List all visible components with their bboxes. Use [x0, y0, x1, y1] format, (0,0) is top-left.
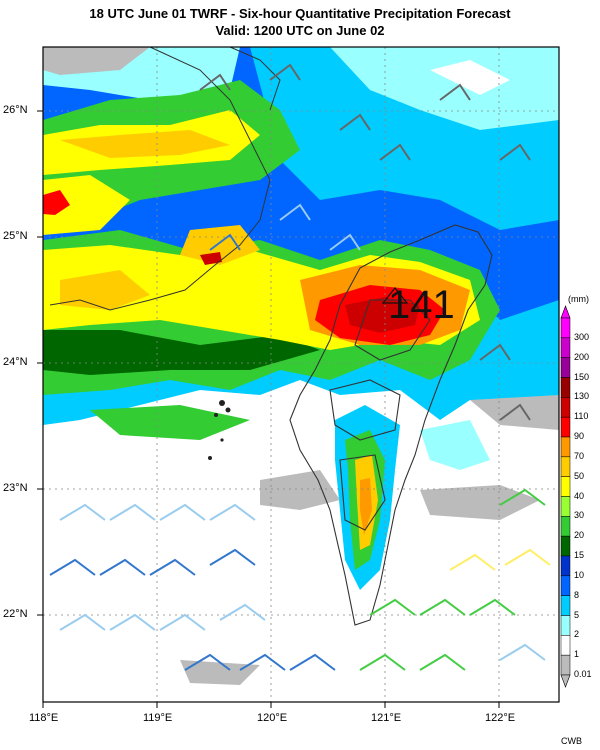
legend-swatch	[560, 516, 571, 537]
legend-swatch	[560, 416, 571, 438]
lon-tick-label: 120°E	[257, 712, 288, 724]
legend-unit: (mm)	[568, 294, 589, 304]
lon-tick-label: 122°E	[485, 712, 516, 724]
legend-level-label: 2	[574, 629, 580, 640]
lat-tick-label: 22°N	[3, 608, 28, 620]
coastline-china	[49, 46, 281, 311]
lat-tick-label: 23°N	[3, 482, 28, 494]
legend-swatch	[560, 456, 571, 477]
legend-swatch	[560, 555, 571, 577]
legend-arrow-bottom	[560, 674, 571, 688]
legend-level-label: 150	[574, 371, 590, 382]
legend-swatch	[560, 436, 571, 458]
legend-swatch	[560, 357, 571, 378]
max-marker-icon	[381, 287, 409, 304]
map-border	[42, 46, 560, 703]
legend-swatch	[560, 317, 571, 339]
legend-level-label: 70	[574, 450, 585, 461]
lat-tick-label: 25°N	[3, 230, 28, 242]
legend-level-label: 200	[574, 351, 590, 362]
penghu-islands	[208, 400, 231, 460]
legend-level-label: 40	[574, 490, 585, 501]
credit-label: CWB	[561, 736, 582, 746]
legend-swatch	[560, 575, 571, 596]
legend-swatch	[560, 535, 571, 557]
lon-tick-label: 119°E	[143, 712, 173, 724]
legend-arrow-top	[560, 305, 571, 319]
legend-level-label: 0.01	[574, 669, 592, 679]
wind-barbs	[49, 63, 551, 671]
legend-swatch	[560, 635, 571, 656]
chart-subtitle: Valid: 1200 UTC on June 02	[215, 23, 385, 38]
legend-swatch	[560, 496, 571, 517]
precipitation-field	[43, 47, 559, 702]
legend-swatch	[560, 397, 571, 418]
legend-level-label: 50	[574, 470, 585, 481]
legend-swatch	[560, 377, 571, 398]
legend-level-label: 1	[574, 649, 580, 660]
lon-tick-label: 118°E	[29, 712, 59, 724]
legend-swatch	[560, 476, 571, 497]
lat-tick-label: 24°N	[3, 356, 28, 368]
legend-level-label: 130	[574, 391, 590, 402]
legend-level-label: 20	[574, 530, 585, 541]
legend-swatch	[560, 615, 571, 636]
legend-level-label: 300	[574, 331, 590, 342]
lon-tick-label: 121°E	[371, 712, 402, 724]
legend-swatch	[560, 337, 571, 358]
chart-title: 18 UTC June 01 TWRF - Six-hour Quantitat…	[89, 6, 511, 21]
lat-tick-label: 26°N	[3, 104, 28, 116]
legend-level-label: 90	[574, 431, 585, 441]
max-rainfall-label: 141	[388, 283, 455, 327]
legend-level-label: 5	[574, 609, 580, 620]
legend-level-label: 8	[574, 589, 580, 600]
legend-swatch	[560, 595, 571, 616]
axis-ticks	[37, 110, 500, 708]
coastline-taiwan	[289, 224, 493, 626]
legend-level-label: 110	[574, 411, 589, 422]
legend-swatch	[560, 654, 571, 676]
legend-level-label: 10	[574, 569, 585, 580]
legend-level-label: 30	[574, 510, 585, 521]
legend-colorbar	[560, 305, 571, 688]
legend-level-label: 15	[574, 550, 585, 560]
